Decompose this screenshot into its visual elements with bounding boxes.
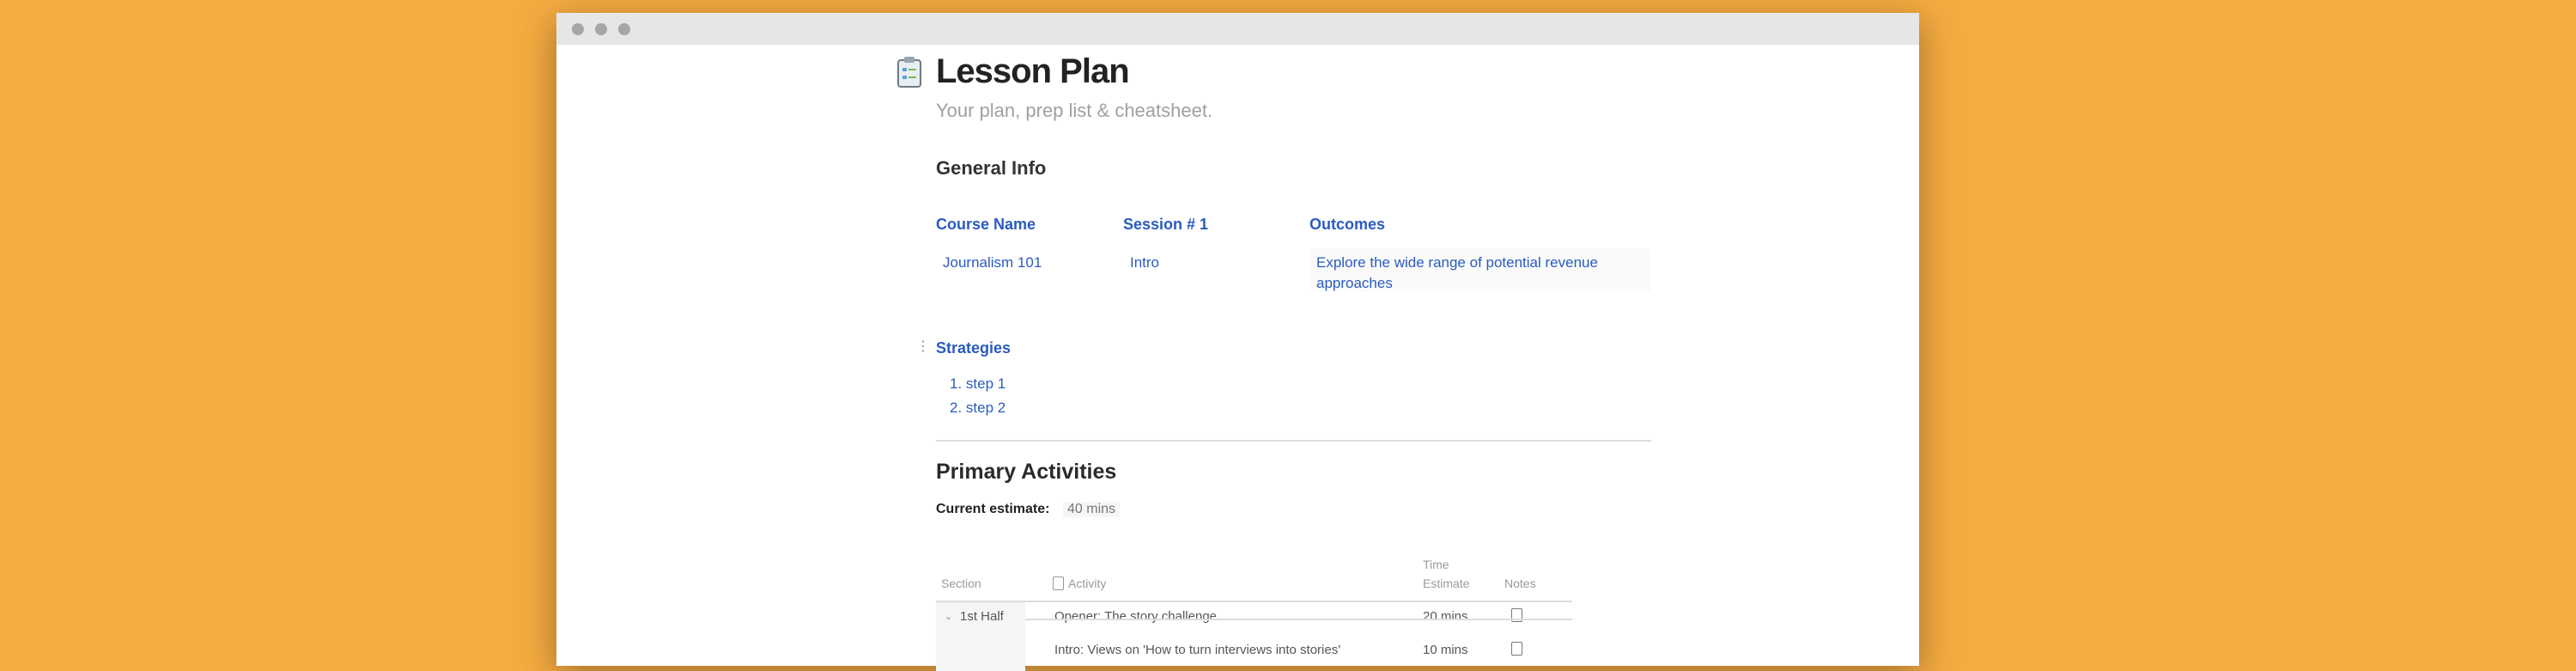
course-name-value[interactable]: Journalism 101 — [943, 254, 1042, 271]
outcomes-line-2: approaches — [1316, 275, 1393, 291]
estimate-label: Current estimate: — [936, 502, 1050, 516]
table-header-divider — [936, 601, 1572, 602]
section-group-label: 1st Half — [960, 609, 1004, 624]
column-header-section[interactable]: Section — [941, 576, 981, 590]
checkbox-icon — [1053, 576, 1064, 590]
divider — [936, 440, 1651, 442]
row-divider — [1025, 619, 1572, 620]
note-icon[interactable] — [1511, 608, 1522, 622]
maximize-button[interactable] — [618, 23, 630, 35]
page-subtitle: Your plan, prep list & cheatsheet. — [936, 100, 1213, 121]
page-title: Lesson Plan — [936, 52, 1130, 90]
clipboard-icon — [897, 57, 921, 88]
estimate-value: 40 mins — [1063, 502, 1121, 517]
time-cell[interactable]: 20 mins — [1423, 609, 1468, 624]
general-info-heading: General Info — [936, 157, 1047, 179]
title-bar — [556, 13, 1919, 45]
note-icon[interactable] — [1511, 642, 1522, 656]
course-name-label: Course Name — [936, 216, 1036, 233]
strategy-item[interactable]: 2. step 2 — [950, 400, 1006, 416]
column-header-time-2: Estimate — [1423, 576, 1470, 590]
strategy-item[interactable]: 1. step 1 — [950, 375, 1006, 392]
drag-handle-icon[interactable]: ⋮ — [916, 339, 930, 354]
activity-cell[interactable]: Intro: Views on 'How to turn interviews … — [1054, 643, 1341, 657]
minimize-button[interactable] — [595, 23, 607, 35]
column-header-activity[interactable]: Activity — [1068, 576, 1107, 590]
session-value[interactable]: Intro — [1130, 254, 1160, 271]
column-header-time[interactable]: Time — [1423, 558, 1449, 571]
section-group-cell: ⌄ 1st Half — [936, 602, 1025, 671]
session-label: Session # 1 — [1123, 216, 1209, 233]
strategies-heading: Strategies — [936, 339, 1012, 357]
time-cell[interactable]: 10 mins — [1423, 643, 1468, 657]
app-window: Lesson Plan Your plan, prep list & cheat… — [556, 13, 1919, 671]
column-header-notes[interactable]: Notes — [1504, 576, 1536, 590]
collapse-arrow-icon[interactable]: ⌄ — [945, 612, 953, 622]
primary-activities-heading: Primary Activities — [936, 460, 1117, 484]
outcomes-label: Outcomes — [1309, 216, 1386, 233]
activity-cell[interactable]: Opener: The story challenge — [1054, 609, 1218, 624]
outcomes-line-1: Explore the wide range of potential reve… — [1316, 254, 1598, 271]
close-button[interactable] — [572, 23, 584, 35]
outcomes-field[interactable]: Explore the wide range of potential reve… — [1309, 248, 1651, 291]
